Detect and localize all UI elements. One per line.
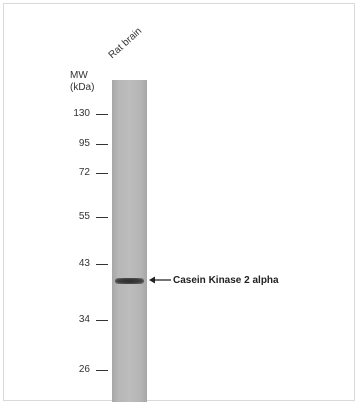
marker-tick: [96, 264, 108, 265]
blot-frame: [3, 3, 355, 401]
mw-axis-title-line2: (kDa): [70, 82, 95, 93]
marker-34: 34: [60, 314, 108, 326]
marker-label: 55: [78, 211, 90, 222]
protein-band: [115, 278, 144, 284]
marker-95: 95: [60, 138, 108, 150]
marker-130: 130: [60, 108, 108, 120]
gel-lane: [112, 80, 147, 402]
marker-label: 72: [78, 167, 90, 178]
marker-label: 95: [78, 138, 90, 149]
marker-label: 26: [78, 364, 90, 375]
marker-tick: [96, 370, 108, 371]
marker-72: 72: [60, 167, 108, 179]
band-annotation-label: Casein Kinase 2 alpha: [173, 274, 279, 286]
marker-43: 43: [60, 258, 108, 270]
band-annotation: Casein Kinase 2 alpha: [149, 273, 279, 287]
marker-tick: [96, 320, 108, 321]
marker-55: 55: [60, 211, 108, 223]
marker-tick: [96, 217, 108, 218]
left-arrow-icon: [149, 276, 171, 284]
marker-tick: [96, 173, 108, 174]
marker-label: 34: [78, 314, 90, 325]
marker-label: 130: [73, 108, 90, 119]
marker-tick: [96, 144, 108, 145]
mw-axis-title: MW (kDa): [70, 70, 94, 94]
mw-axis-title-line1: MW: [70, 70, 88, 81]
marker-26: 26: [60, 364, 108, 376]
marker-label: 43: [78, 258, 90, 269]
marker-tick: [96, 114, 108, 115]
